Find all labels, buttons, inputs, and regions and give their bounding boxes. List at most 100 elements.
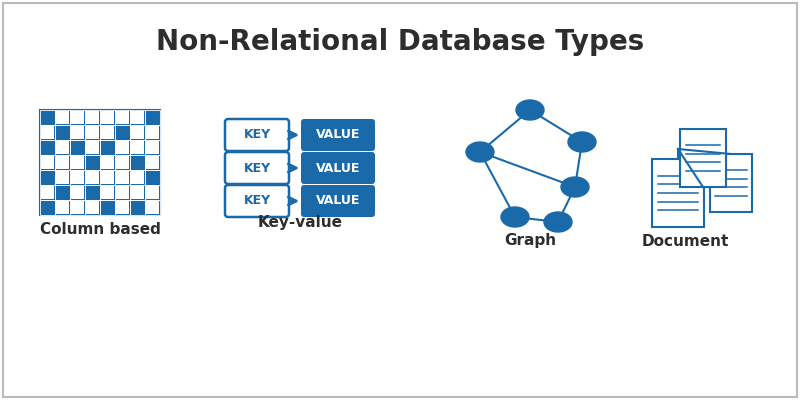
- Text: VALUE: VALUE: [316, 162, 360, 174]
- Bar: [131, 141, 144, 154]
- Bar: [146, 186, 159, 199]
- Text: Graph: Graph: [504, 232, 556, 248]
- Text: Column based: Column based: [39, 222, 161, 238]
- Bar: [70, 200, 85, 215]
- Bar: [116, 171, 129, 184]
- Bar: [40, 110, 55, 125]
- Bar: [145, 185, 160, 200]
- Bar: [131, 111, 144, 124]
- Bar: [130, 140, 145, 155]
- Text: KEY: KEY: [243, 162, 270, 174]
- Ellipse shape: [544, 212, 572, 232]
- Bar: [115, 110, 130, 125]
- Bar: [131, 126, 144, 139]
- Bar: [116, 111, 129, 124]
- Bar: [70, 110, 85, 125]
- Bar: [41, 126, 54, 139]
- Bar: [71, 171, 84, 184]
- Bar: [100, 170, 115, 185]
- Bar: [86, 126, 99, 139]
- Bar: [86, 111, 99, 124]
- FancyBboxPatch shape: [225, 119, 289, 151]
- Bar: [85, 110, 100, 125]
- Bar: [71, 111, 84, 124]
- Bar: [100, 200, 115, 215]
- Bar: [56, 156, 69, 169]
- Bar: [100, 140, 115, 155]
- Bar: [130, 125, 145, 140]
- Bar: [145, 200, 160, 215]
- Bar: [146, 126, 159, 139]
- Bar: [56, 111, 69, 124]
- Bar: [55, 170, 70, 185]
- Bar: [40, 200, 55, 215]
- Bar: [70, 185, 85, 200]
- Bar: [130, 185, 145, 200]
- Bar: [100, 155, 115, 170]
- Bar: [40, 140, 55, 155]
- Bar: [70, 170, 85, 185]
- FancyBboxPatch shape: [225, 185, 289, 217]
- Bar: [710, 154, 752, 212]
- Bar: [85, 185, 100, 200]
- Bar: [146, 201, 159, 214]
- Bar: [41, 156, 54, 169]
- FancyBboxPatch shape: [301, 185, 375, 217]
- Bar: [115, 200, 130, 215]
- FancyBboxPatch shape: [225, 152, 289, 184]
- Bar: [56, 141, 69, 154]
- Bar: [116, 156, 129, 169]
- Bar: [70, 125, 85, 140]
- Bar: [85, 155, 100, 170]
- Bar: [40, 155, 55, 170]
- Bar: [130, 155, 145, 170]
- Bar: [115, 125, 130, 140]
- Bar: [100, 185, 115, 200]
- Text: Non-Relational Database Types: Non-Relational Database Types: [156, 28, 644, 56]
- Bar: [101, 126, 114, 139]
- Bar: [146, 156, 159, 169]
- Bar: [145, 170, 160, 185]
- Bar: [115, 140, 130, 155]
- Bar: [85, 125, 100, 140]
- FancyBboxPatch shape: [301, 119, 375, 151]
- Bar: [40, 125, 55, 140]
- Bar: [145, 110, 160, 125]
- Bar: [40, 185, 55, 200]
- Bar: [101, 111, 114, 124]
- Bar: [85, 140, 100, 155]
- FancyBboxPatch shape: [3, 3, 797, 397]
- Bar: [131, 171, 144, 184]
- Bar: [41, 186, 54, 199]
- Bar: [40, 110, 160, 215]
- Ellipse shape: [466, 142, 494, 162]
- Bar: [145, 125, 160, 140]
- Bar: [71, 201, 84, 214]
- Bar: [86, 201, 99, 214]
- Bar: [115, 185, 130, 200]
- Bar: [71, 126, 84, 139]
- Bar: [100, 125, 115, 140]
- Bar: [55, 110, 70, 125]
- Bar: [70, 140, 85, 155]
- Bar: [116, 141, 129, 154]
- Ellipse shape: [561, 177, 589, 197]
- Bar: [86, 171, 99, 184]
- Bar: [100, 110, 115, 125]
- Bar: [652, 159, 704, 227]
- Bar: [130, 200, 145, 215]
- Bar: [85, 200, 100, 215]
- Bar: [130, 110, 145, 125]
- Bar: [680, 129, 726, 187]
- Bar: [131, 186, 144, 199]
- Bar: [71, 156, 84, 169]
- Bar: [40, 170, 55, 185]
- Bar: [55, 185, 70, 200]
- Bar: [115, 170, 130, 185]
- Ellipse shape: [501, 207, 529, 227]
- Text: KEY: KEY: [243, 128, 270, 142]
- Bar: [116, 201, 129, 214]
- Bar: [55, 140, 70, 155]
- Bar: [146, 141, 159, 154]
- Bar: [55, 200, 70, 215]
